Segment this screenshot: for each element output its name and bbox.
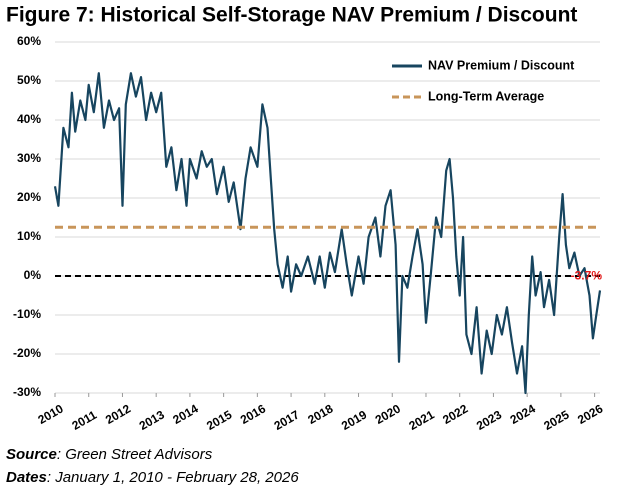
x-tick-label: 2020 [373, 401, 403, 427]
x-tick-label: 2015 [204, 407, 234, 433]
y-tick-label: 50% [17, 73, 41, 87]
y-tick-label: 60% [17, 34, 41, 48]
dates-line: Dates: January 1, 2010 - February 28, 20… [6, 469, 299, 486]
x-tick-label: 2022 [440, 401, 470, 427]
source-text: : Green Street Advisors [57, 446, 213, 463]
y-tick-label: 0% [24, 268, 42, 282]
y-tick-label: -30% [13, 385, 41, 399]
y-tick-label: -10% [13, 307, 41, 321]
y-tick-label: 40% [17, 112, 41, 126]
end-annotation: -3.7% [571, 269, 603, 283]
y-tick-label: 30% [17, 151, 41, 165]
source-line: Source: Green Street Advisors [6, 446, 213, 463]
dates-text: : January 1, 2010 - February 28, 2026 [47, 469, 299, 486]
y-tick-label: 20% [17, 190, 41, 204]
x-tick-label: 2017 [272, 407, 302, 433]
x-tick-label: 2016 [238, 401, 268, 427]
x-tick-label: 2014 [170, 401, 200, 427]
x-tick-label: 2019 [339, 407, 369, 433]
series-line [53, 72, 602, 395]
x-tick-label: 2012 [103, 401, 133, 427]
y-tick-label: -20% [13, 346, 41, 360]
x-tick-label: 2023 [474, 407, 504, 433]
x-tick-label: 2024 [508, 401, 538, 427]
x-tick-label: 2026 [575, 401, 605, 427]
x-tick-label: 2025 [541, 407, 571, 433]
x-tick-label: 2021 [407, 407, 437, 433]
dates-label: Dates [6, 469, 47, 486]
legend-label: NAV Premium / Discount [428, 58, 575, 72]
x-tick-label: 2013 [137, 407, 167, 433]
source-label: Source [6, 446, 57, 463]
chart-title: Figure 7: Historical Self-Storage NAV Pr… [6, 4, 577, 27]
legend-label: Long-Term Average [428, 89, 544, 103]
x-tick-label: 2011 [70, 408, 100, 433]
x-tick-label: 2010 [36, 401, 66, 427]
x-tick-label: 2018 [305, 401, 335, 427]
y-tick-label: 10% [17, 229, 41, 243]
